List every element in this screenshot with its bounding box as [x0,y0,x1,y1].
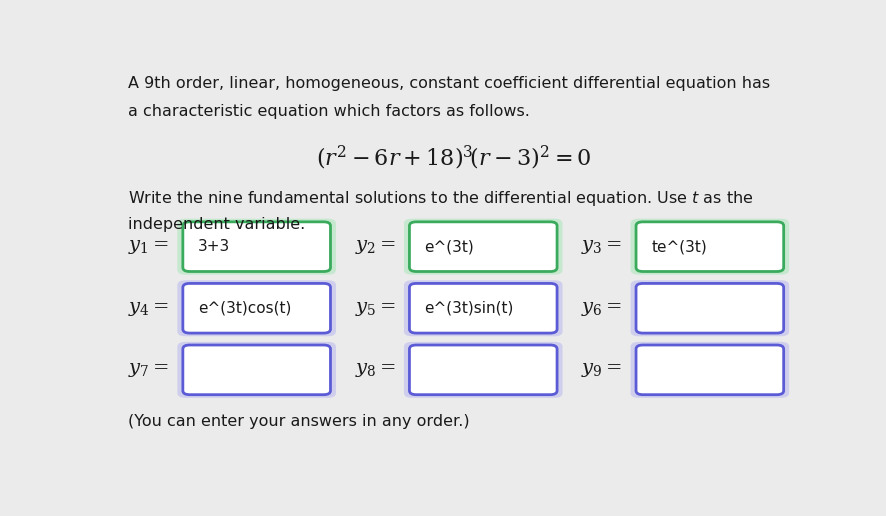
Text: e^(3t)sin(t): e^(3t)sin(t) [424,301,514,316]
Text: Write the nine fundamental solutions to the differential equation. Use $t$ as th: Write the nine fundamental solutions to … [128,189,753,208]
Text: $y_{7} =$: $y_{7} =$ [128,360,169,379]
FancyBboxPatch shape [177,342,336,398]
Text: $y_{9} =$: $y_{9} =$ [581,360,622,379]
FancyBboxPatch shape [183,283,330,333]
FancyBboxPatch shape [404,219,563,275]
Text: e^(3t)cos(t): e^(3t)cos(t) [198,301,291,316]
FancyBboxPatch shape [409,283,557,333]
FancyBboxPatch shape [631,342,789,398]
Text: $y_{2} =$: $y_{2} =$ [354,237,395,256]
Text: (You can enter your answers in any order.): (You can enter your answers in any order… [128,413,470,429]
FancyBboxPatch shape [177,280,336,336]
FancyBboxPatch shape [636,222,783,271]
Text: a characteristic equation which factors as follows.: a characteristic equation which factors … [128,104,530,119]
FancyBboxPatch shape [636,283,783,333]
FancyBboxPatch shape [631,219,789,275]
Text: $y_{1} =$: $y_{1} =$ [128,237,169,256]
FancyBboxPatch shape [177,219,336,275]
Text: $\left(r^{2} - 6r + 18\right)^{3}\!\left(r - 3\right)^{2} = 0$: $\left(r^{2} - 6r + 18\right)^{3}\!\left… [316,143,592,172]
FancyBboxPatch shape [404,280,563,336]
Text: $y_{4} =$: $y_{4} =$ [128,299,169,318]
FancyBboxPatch shape [409,345,557,395]
FancyBboxPatch shape [631,280,789,336]
Text: independent variable.: independent variable. [128,217,305,232]
FancyBboxPatch shape [183,345,330,395]
FancyBboxPatch shape [409,222,557,271]
Text: e^(3t): e^(3t) [424,239,474,254]
Text: $y_{3} =$: $y_{3} =$ [581,237,622,256]
FancyBboxPatch shape [404,342,563,398]
Text: 3+3: 3+3 [198,239,230,254]
Text: A 9th order, linear, homogeneous, constant coefficient differential equation has: A 9th order, linear, homogeneous, consta… [128,76,770,91]
Text: te^(3t): te^(3t) [651,239,707,254]
FancyBboxPatch shape [636,345,783,395]
FancyBboxPatch shape [183,222,330,271]
Text: $y_{6} =$: $y_{6} =$ [581,299,622,318]
Text: $y_{5} =$: $y_{5} =$ [354,299,395,318]
Text: $y_{8} =$: $y_{8} =$ [354,360,395,379]
